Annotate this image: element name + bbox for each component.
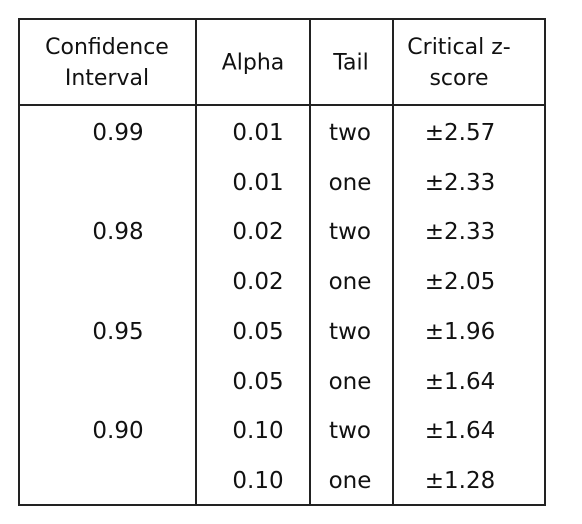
alpha-cell: 0.05: [232, 318, 284, 345]
tail-cell: one: [328, 368, 372, 395]
column-rule: [195, 18, 197, 506]
column-header: Tail: [333, 50, 369, 76]
confidence-cell: 0.98: [92, 219, 144, 246]
z-score-cell: ±2.05: [424, 269, 496, 296]
tail-cell: one: [328, 269, 372, 296]
border-left: [18, 18, 20, 506]
alpha-cell: 0.10: [232, 467, 284, 494]
border-top: [18, 18, 546, 20]
confidence-cell: 0.90: [92, 418, 144, 445]
alpha-cell: 0.01: [232, 169, 284, 196]
z-score-cell: ±1.64: [424, 368, 496, 395]
column-header: Critical z-score: [407, 35, 511, 91]
column-rule: [309, 18, 311, 506]
column-header: Alpha: [221, 50, 285, 76]
column-header: Confidence Interval: [45, 35, 169, 91]
border-bottom: [18, 504, 546, 506]
z-score-cell: ±2.33: [424, 169, 496, 196]
tail-cell: one: [328, 169, 372, 196]
z-score-cell: ±1.96: [424, 318, 496, 345]
alpha-cell: 0.02: [232, 219, 284, 246]
alpha-cell: 0.02: [232, 269, 284, 296]
tail-cell: two: [329, 120, 371, 146]
border-right: [544, 18, 546, 506]
tail-cell: two: [329, 418, 371, 445]
z-score-cell: ±1.28: [424, 467, 496, 494]
z-score-cell: ±2.33: [424, 219, 496, 246]
alpha-cell: 0.05: [232, 368, 284, 395]
z-score-cell: ±1.64: [424, 418, 496, 445]
tail-cell: one: [328, 467, 372, 494]
tail-cell: two: [329, 318, 371, 345]
z-score-cell: ±2.57: [424, 120, 496, 146]
column-rule: [392, 18, 394, 506]
confidence-cell: 0.95: [92, 318, 144, 345]
header-rule: [18, 104, 546, 106]
confidence-cell: 0.99: [92, 120, 144, 146]
tail-cell: two: [329, 219, 371, 246]
alpha-cell: 0.10: [232, 418, 284, 445]
alpha-cell: 0.01: [232, 120, 284, 146]
